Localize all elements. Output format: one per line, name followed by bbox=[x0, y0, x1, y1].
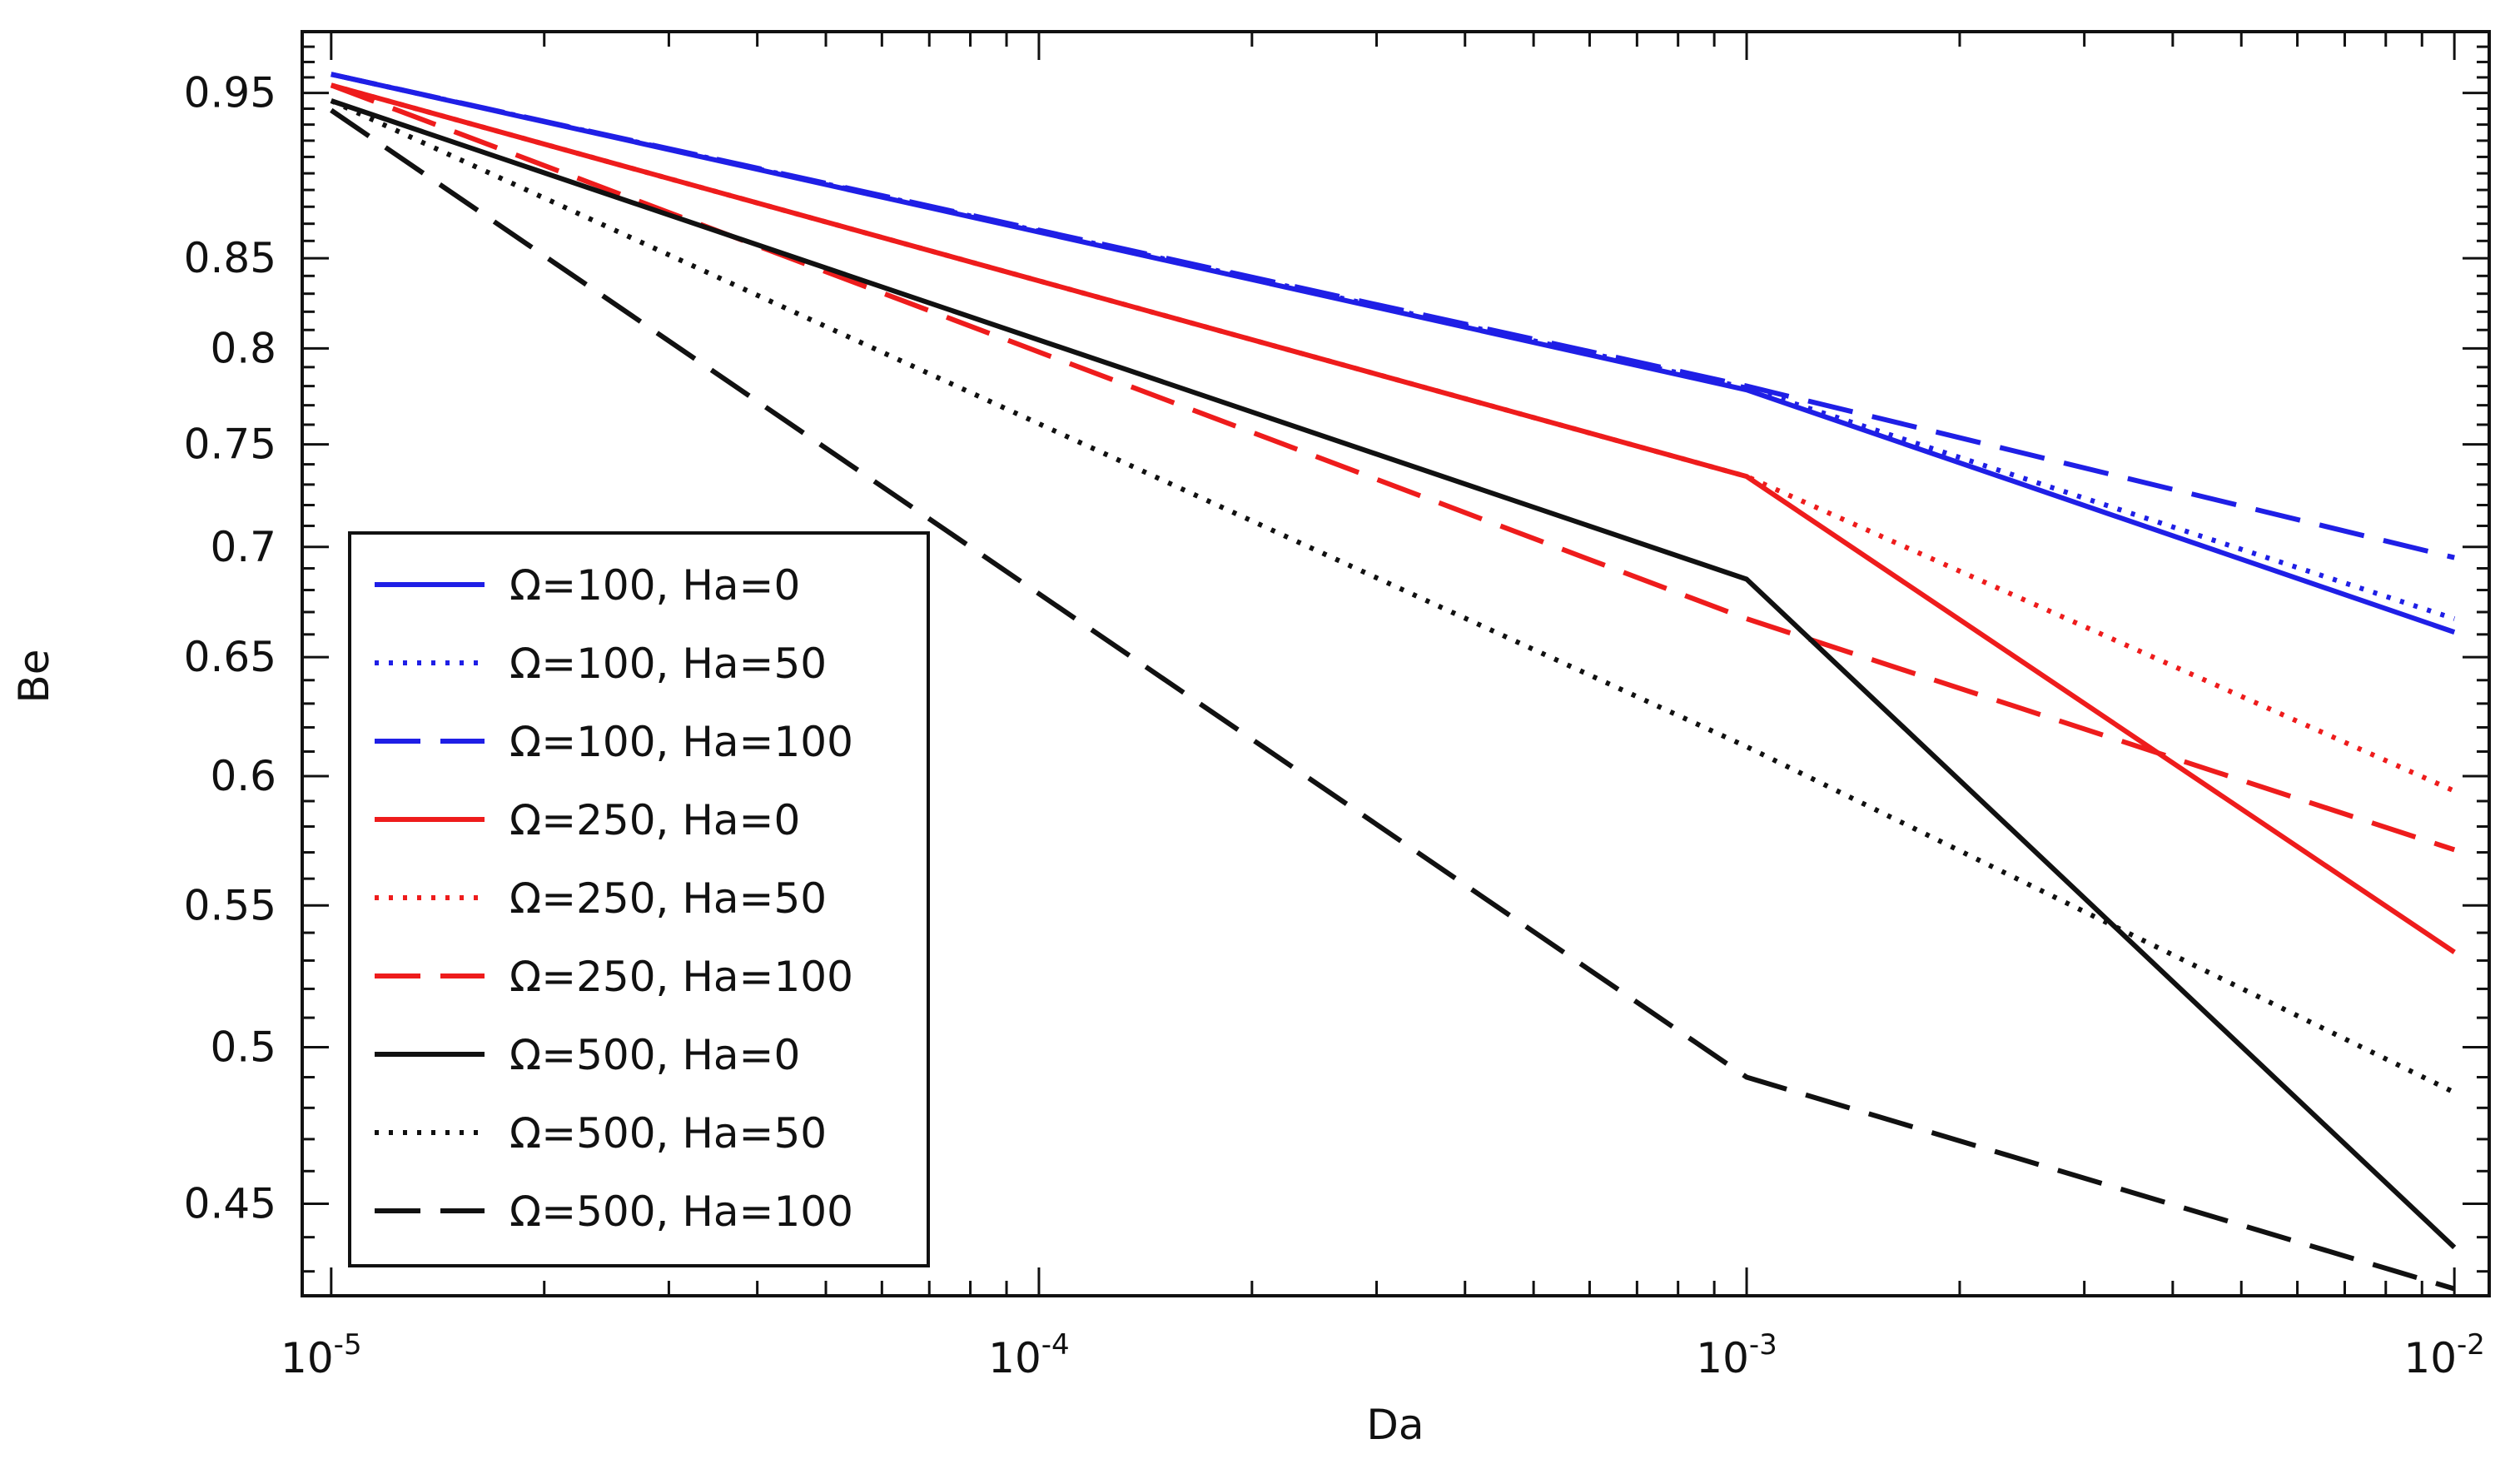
minor-ticks bbox=[302, 32, 2489, 1296]
legend-label: Ω=500, Ha=50 bbox=[509, 1109, 827, 1158]
x-tick-label: 10-4 bbox=[988, 1328, 1070, 1382]
y-tick-label: 0.55 bbox=[184, 881, 276, 929]
legend-label: Ω=100, Ha=100 bbox=[509, 718, 853, 766]
series-lines bbox=[330, 72, 2457, 1292]
legend-label: Ω=500, Ha=0 bbox=[509, 1031, 800, 1079]
x-tick-label: 10-3 bbox=[1696, 1328, 1777, 1382]
x-tick-label: 10-2 bbox=[2403, 1328, 2485, 1382]
y-tick-label: 0.45 bbox=[184, 1180, 276, 1228]
x-axis-label: Da bbox=[1366, 1401, 1424, 1449]
legend: Ω=100, Ha=0 Ω=100, Ha=50 Ω=100, Ha=100 Ω=25… bbox=[348, 531, 930, 1267]
y-tick-label: 0.6 bbox=[210, 752, 276, 800]
y-tick-label: 0.65 bbox=[184, 633, 276, 681]
legend-label: Ω=250, Ha=0 bbox=[509, 796, 800, 844]
legend-label: Ω=500, Ha=100 bbox=[509, 1188, 853, 1236]
y-tick-label: 0.5 bbox=[210, 1023, 276, 1071]
y-tick-label: 0.8 bbox=[210, 324, 276, 372]
legend-label: Ω=100, Ha=0 bbox=[509, 561, 800, 610]
legend-label: Ω=250, Ha=100 bbox=[509, 953, 853, 1001]
y-tick-label: 0.95 bbox=[184, 69, 276, 117]
x-tick-label: 10-5 bbox=[281, 1328, 362, 1382]
y-tick-label: 0.7 bbox=[210, 523, 276, 571]
major-ticks bbox=[302, 32, 2489, 1296]
series-line bbox=[331, 72, 2455, 560]
x-tick-labels: 10-5 10-4 10-3 10-2 bbox=[281, 1328, 2485, 1382]
series-line bbox=[330, 82, 2456, 853]
y-tick-label: 0.85 bbox=[184, 234, 276, 282]
series-line bbox=[331, 82, 2456, 794]
y-axis-label: Be bbox=[10, 649, 58, 703]
series-line bbox=[331, 82, 2456, 954]
y-tick-label: 0.75 bbox=[184, 421, 276, 469]
series-line bbox=[330, 98, 2456, 1095]
legend-label: Ω=100, Ha=50 bbox=[509, 640, 827, 688]
series-line bbox=[330, 107, 2456, 1292]
y-tick-labels: 0.95 0.85 0.8 0.75 0.7 0.65 0.6 0.55 0.5 0.45 bbox=[184, 69, 276, 1228]
legend-label: Ω=250, Ha=50 bbox=[509, 874, 827, 923]
series-line bbox=[330, 98, 2457, 1250]
